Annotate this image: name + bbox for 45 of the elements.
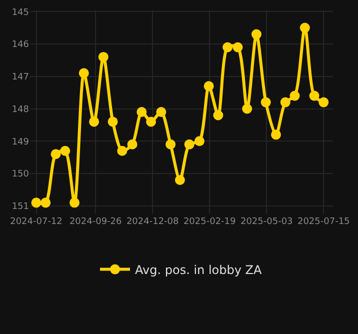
y-tick-label: 151: [12, 202, 29, 212]
point: [270, 130, 281, 140]
point: [89, 116, 100, 127]
point: [309, 90, 320, 101]
x-tick-label: 2025-05-03: [240, 217, 293, 227]
x-tick-label: 2025-07-15: [297, 217, 350, 227]
y-tick-label: 145: [12, 8, 29, 18]
point: [300, 22, 310, 33]
point: [242, 104, 252, 114]
point: [60, 146, 70, 156]
point: [290, 90, 300, 101]
point: [50, 149, 61, 160]
x-tick-label: 2024-12-08: [126, 217, 180, 227]
point: [318, 97, 329, 108]
point: [108, 116, 118, 127]
point: [166, 139, 176, 150]
point: [194, 136, 204, 146]
point: [70, 198, 80, 208]
point: [156, 107, 166, 117]
legend-label: Avg. pos. in lobby ZA: [135, 262, 262, 277]
point: [98, 52, 108, 62]
point: [280, 97, 290, 108]
point: [174, 175, 185, 185]
y-tick-label: 149: [12, 137, 30, 148]
point: [40, 198, 51, 208]
y-tick-label: 147: [12, 72, 29, 83]
y-tick-label: 150: [12, 170, 30, 180]
point: [127, 139, 138, 150]
point: [31, 198, 42, 208]
point: [213, 110, 224, 120]
x-tick-label: 2024-09-26: [69, 217, 122, 227]
point: [146, 116, 156, 127]
point: [136, 107, 147, 117]
point: [222, 42, 233, 52]
y-tick-label: 148: [12, 104, 30, 115]
point: [117, 146, 128, 156]
y-tick-label: 146: [12, 40, 30, 50]
point: [184, 139, 194, 150]
point: [204, 81, 214, 92]
x-tick-label: 2024-07-12: [10, 217, 62, 227]
point: [251, 29, 262, 40]
x-tick-label: 2025-02-19: [183, 217, 236, 227]
point: [260, 97, 271, 108]
point: [78, 68, 89, 78]
point: [232, 42, 243, 52]
